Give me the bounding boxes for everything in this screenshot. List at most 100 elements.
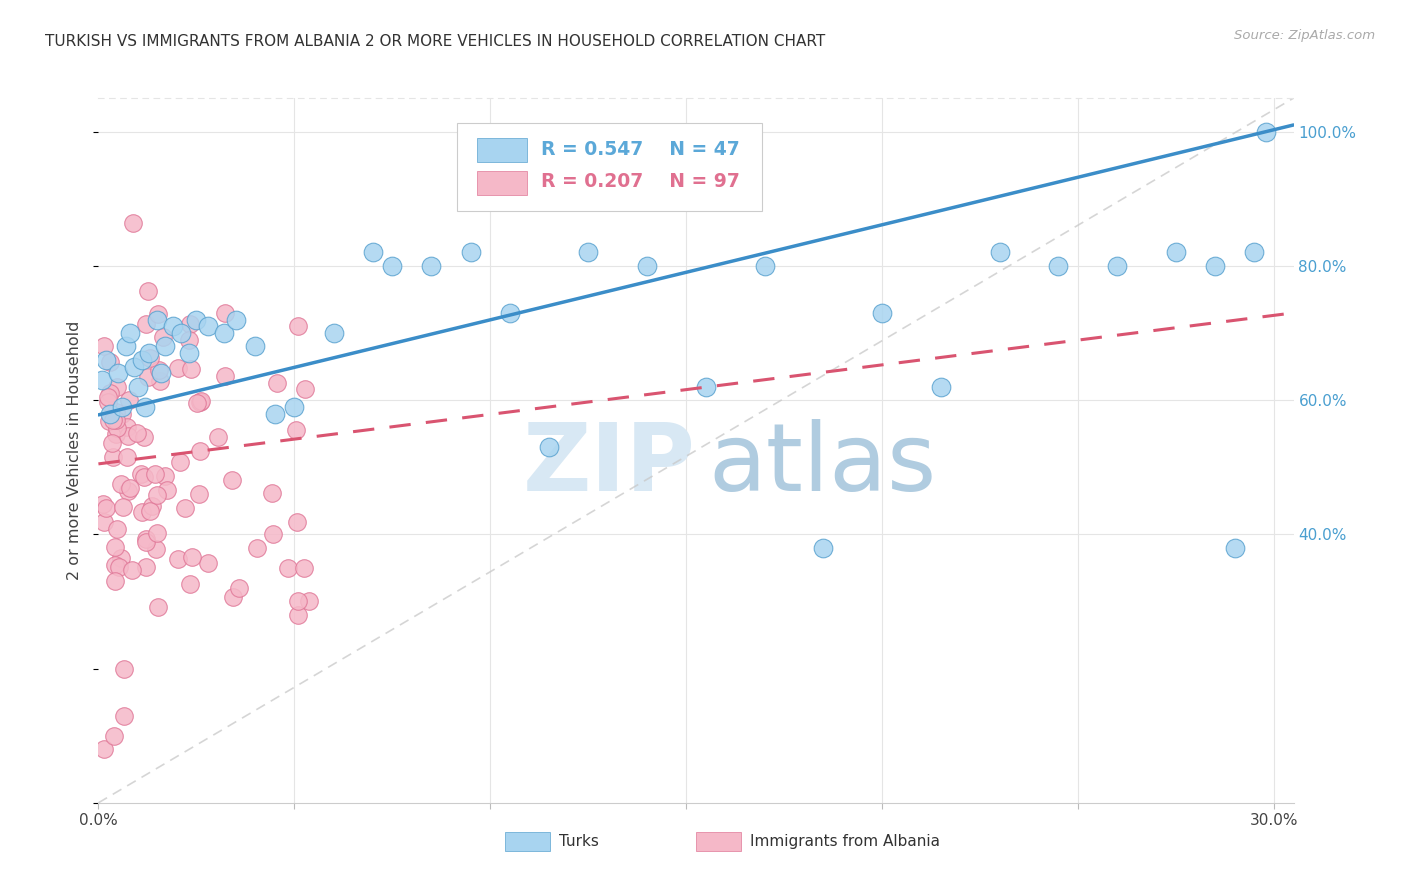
Point — [298, 594, 321, 608]
Point — [118, 481, 141, 495]
Point — [117, 483, 139, 498]
Point — [870, 306, 893, 320]
Point — [177, 333, 200, 347]
Point — [146, 600, 169, 615]
Point — [105, 380, 128, 394]
Point — [117, 450, 139, 464]
Point — [322, 326, 344, 340]
Point — [537, 440, 560, 454]
Point — [222, 591, 245, 605]
Point — [139, 504, 162, 518]
Point — [180, 550, 202, 565]
Point — [138, 346, 160, 360]
Point — [108, 560, 131, 574]
Point — [97, 390, 120, 404]
Point — [105, 405, 128, 419]
Point — [170, 326, 193, 340]
Point — [162, 319, 184, 334]
Point — [125, 426, 148, 441]
Point — [107, 366, 129, 380]
Point — [1047, 259, 1070, 273]
Point — [228, 581, 250, 595]
Point — [135, 533, 157, 547]
Point — [134, 469, 156, 483]
Point — [149, 374, 172, 388]
Point — [96, 352, 118, 367]
Point — [190, 393, 212, 408]
Point — [115, 339, 138, 353]
Point — [754, 259, 776, 273]
Point — [180, 362, 202, 376]
Point — [207, 430, 229, 444]
Point — [91, 497, 114, 511]
Point — [103, 729, 125, 743]
Point — [813, 541, 835, 555]
Point — [221, 473, 243, 487]
Point — [94, 501, 117, 516]
Point — [173, 501, 195, 516]
Point — [287, 607, 309, 622]
Point — [285, 423, 308, 437]
Point — [91, 373, 114, 387]
Point — [122, 359, 145, 374]
Point — [197, 556, 219, 570]
Point — [132, 430, 155, 444]
Point — [104, 413, 127, 427]
Point — [136, 370, 159, 384]
Point — [118, 393, 141, 408]
Point — [98, 354, 121, 368]
Bar — [696, 832, 741, 851]
Point — [118, 326, 141, 340]
Point — [105, 523, 128, 537]
Point — [141, 500, 163, 514]
Point — [179, 317, 201, 331]
Point — [283, 400, 305, 414]
Point — [127, 380, 149, 394]
Point — [499, 306, 522, 320]
Point — [155, 468, 177, 483]
Point — [153, 339, 176, 353]
Point — [988, 245, 1011, 260]
Point — [134, 400, 156, 414]
Point — [636, 259, 658, 273]
Point — [104, 541, 127, 555]
Point — [260, 486, 283, 500]
Point — [361, 245, 384, 260]
Point — [117, 429, 139, 443]
Point — [292, 561, 315, 575]
Text: R = 0.547    N = 47: R = 0.547 N = 47 — [541, 140, 740, 159]
Point — [131, 352, 153, 367]
Point — [145, 488, 167, 502]
Text: ZIP: ZIP — [523, 418, 696, 510]
Point — [145, 542, 167, 557]
Point — [187, 487, 209, 501]
Point — [139, 351, 162, 366]
Point — [98, 407, 121, 421]
Point — [243, 339, 266, 353]
FancyBboxPatch shape — [457, 123, 762, 211]
Point — [148, 362, 170, 376]
Point — [97, 395, 120, 409]
Point — [97, 414, 120, 428]
Point — [214, 369, 236, 384]
Bar — [477, 138, 527, 162]
Point — [112, 663, 135, 677]
Text: TURKISH VS IMMIGRANTS FROM ALBANIA 2 OR MORE VEHICLES IN HOUSEHOLD CORRELATION C: TURKISH VS IMMIGRANTS FROM ALBANIA 2 OR … — [45, 34, 825, 49]
Point — [188, 395, 211, 409]
Point — [104, 574, 127, 588]
Point — [1164, 245, 1187, 260]
Point — [105, 421, 128, 435]
Bar — [477, 170, 527, 194]
Point — [246, 541, 269, 555]
Point — [135, 318, 157, 332]
Point — [186, 396, 208, 410]
Text: Source: ZipAtlas.com: Source: ZipAtlas.com — [1234, 29, 1375, 42]
Text: Immigrants from Albania: Immigrants from Albania — [749, 834, 939, 849]
Point — [150, 366, 173, 380]
Point — [98, 386, 121, 401]
Point — [146, 307, 169, 321]
Text: atlas: atlas — [709, 418, 936, 510]
Point — [287, 594, 309, 608]
Y-axis label: 2 or more Vehicles in Household: 2 or more Vehicles in Household — [67, 321, 83, 580]
Point — [262, 527, 284, 541]
